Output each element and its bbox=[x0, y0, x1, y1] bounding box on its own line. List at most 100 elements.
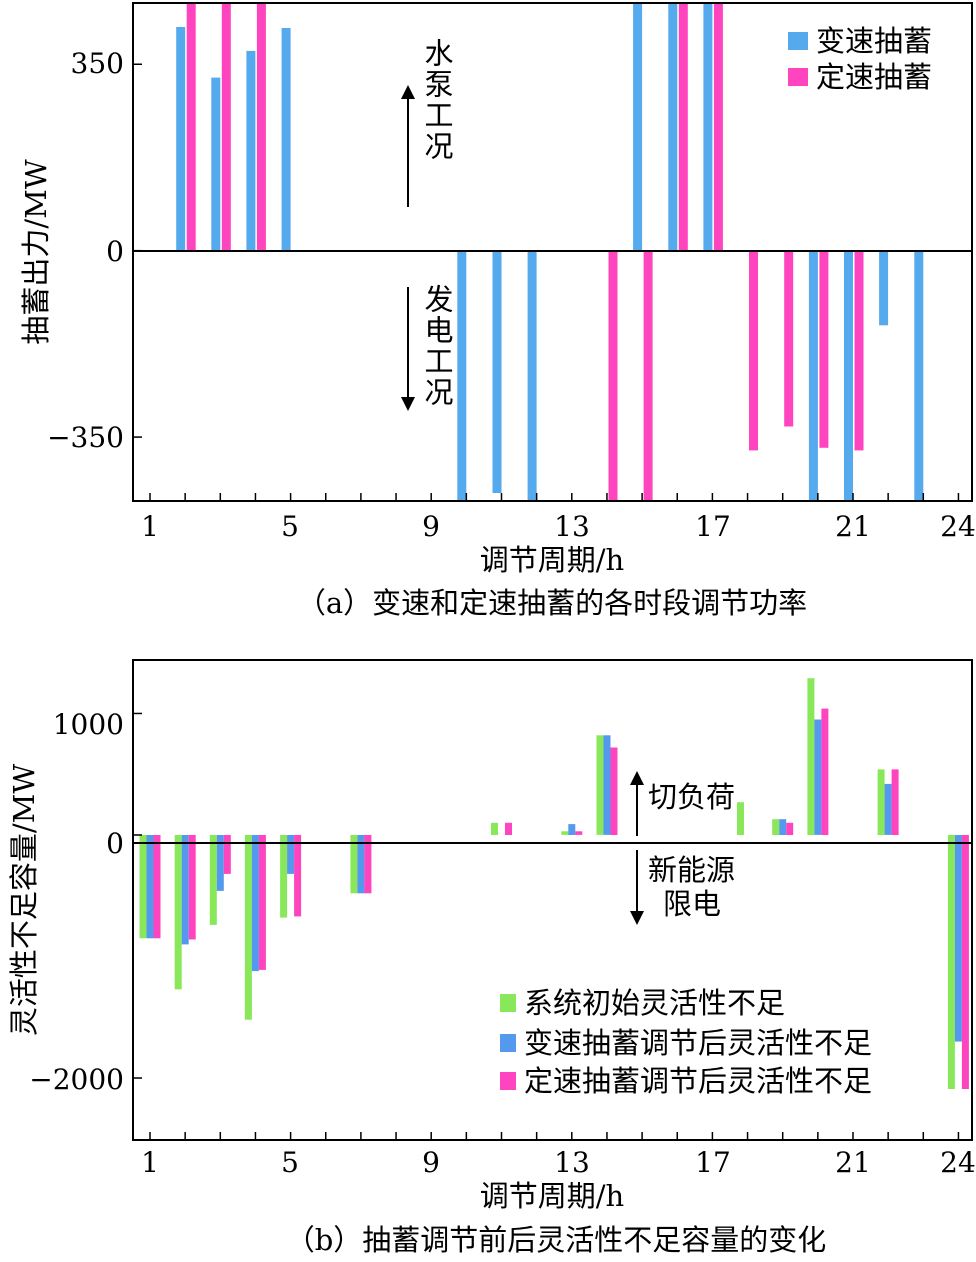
chart-b-bar bbox=[961, 835, 969, 1089]
chart-a-ticks bbox=[133, 63, 960, 501]
chart-a-bar bbox=[784, 250, 794, 427]
chart-a-bar bbox=[633, 3, 643, 251]
chart-b-x-axis-title: 调节周期/h bbox=[480, 1179, 624, 1213]
chart-a-legend-swatch bbox=[788, 68, 808, 86]
chart-b-x-tick-label: 5 bbox=[281, 1146, 299, 1179]
chart-b-y-tick-label: −2000 bbox=[29, 1063, 124, 1096]
chart-a-bar bbox=[608, 250, 618, 501]
chart-b-caption: （b）抽蓄调节前后灵活性不足容量的变化 bbox=[286, 1223, 827, 1257]
chart-a-x-tick-label: 5 bbox=[281, 510, 299, 543]
chart-b-bar bbox=[258, 835, 266, 970]
chart-b-bar bbox=[209, 835, 217, 925]
chart-b-bar bbox=[891, 769, 899, 835]
chart-a-bar bbox=[844, 250, 853, 501]
chart-b-y-tick-label: 0 bbox=[106, 827, 124, 860]
chart-b-plot-frame bbox=[132, 659, 973, 1141]
chart-b-ticks bbox=[133, 712, 960, 1140]
chart-a-bar bbox=[749, 250, 758, 451]
chart-b-bar bbox=[251, 835, 259, 972]
chart-b-bar bbox=[153, 835, 161, 939]
chart-a-x-tick-label: 1 bbox=[141, 510, 159, 543]
chart-b-legend-swatch bbox=[500, 1072, 516, 1090]
chart-b-y-axis-title: 灵活性不足容量/MW bbox=[7, 764, 41, 1036]
chart-b-legend: 系统初始灵活性不足 变速抽蓄调节后灵活性不足 定速抽蓄调节后灵活性不足 bbox=[500, 986, 872, 1098]
chart-b-legend-label: 定速抽蓄调节后灵活性不足 bbox=[524, 1064, 872, 1098]
chart-a-bar bbox=[492, 250, 502, 493]
chart-a-bar bbox=[186, 3, 196, 251]
chart-b-bar bbox=[821, 708, 829, 835]
chart-a-bar bbox=[176, 27, 186, 251]
chart-b-x-tick-label: 21 bbox=[835, 1146, 871, 1179]
chart-b-x-tick-label: 9 bbox=[422, 1146, 440, 1179]
chart-b-bar bbox=[181, 835, 189, 945]
chart-a-legend-label: 变速抽蓄 bbox=[816, 24, 932, 58]
chart-b-bar bbox=[779, 819, 787, 835]
chart-a-legend-swatch bbox=[788, 32, 808, 50]
chart-b-legend-label: 系统初始灵活性不足 bbox=[524, 986, 785, 1020]
chart-a-caption: （a）变速和定速抽蓄的各时段调节功率 bbox=[297, 586, 807, 620]
chart-b-bar bbox=[223, 835, 231, 874]
chart-a-y-tick-label: −350 bbox=[47, 421, 124, 454]
chart-a-bars bbox=[176, 3, 924, 501]
chart-b-bar bbox=[596, 735, 604, 835]
chart-a: 350 0 −350 1 5 9 13 17 21 24 调节周期/h 抽蓄出力… bbox=[19, 2, 976, 620]
chart-a-generate-label: 发电工况 bbox=[420, 284, 454, 408]
chart-b-legend-label: 变速抽蓄调节后灵活性不足 bbox=[524, 1026, 872, 1060]
chart-a-x-tick-label: 9 bbox=[422, 510, 440, 543]
chart-b-bar bbox=[772, 819, 780, 835]
chart-b-bar bbox=[947, 835, 955, 1089]
chart-b-curtail-label: 限电 bbox=[663, 887, 721, 921]
chart-a-bar bbox=[713, 3, 723, 251]
chart-a-bar bbox=[527, 250, 537, 501]
chart-b-bar bbox=[807, 678, 815, 835]
chart-a-bar bbox=[703, 3, 713, 251]
chart-a-bar bbox=[819, 250, 829, 448]
chart-a-bar bbox=[281, 28, 291, 251]
chart-a-x-tick-label: 13 bbox=[554, 510, 590, 543]
chart-b-bar bbox=[954, 835, 962, 1042]
chart-a-bar bbox=[256, 3, 266, 251]
chart-b-bar bbox=[174, 835, 182, 990]
chart-b-x-tick-label: 13 bbox=[554, 1146, 590, 1179]
chart-b-bar bbox=[884, 783, 892, 835]
chart-b-y-tick-label: 1000 bbox=[53, 708, 124, 741]
chart-a-bar bbox=[879, 250, 889, 326]
chart-a-bar bbox=[643, 250, 653, 501]
chart-a-legend: 变速抽蓄 定速抽蓄 bbox=[788, 24, 932, 94]
chart-b-bar bbox=[216, 835, 224, 891]
chart-a-bar bbox=[914, 250, 924, 501]
chart-b-bar bbox=[287, 835, 295, 874]
chart-a-legend-label: 定速抽蓄 bbox=[816, 60, 932, 94]
chart-a-bar bbox=[678, 3, 688, 251]
chart-b-bar bbox=[877, 769, 885, 835]
chart-b-bar bbox=[814, 719, 822, 835]
chart-b-bar bbox=[561, 831, 569, 835]
chart-b-bar bbox=[610, 747, 618, 835]
chart-a-bar bbox=[668, 3, 678, 251]
chart-a-x-tick-label: 24 bbox=[940, 510, 976, 543]
chart-b-x-tick-label: 17 bbox=[695, 1146, 731, 1179]
chart-a-bar bbox=[808, 250, 818, 501]
chart-a-pump-label: 水泵工况 bbox=[420, 38, 454, 162]
chart-b-bar bbox=[575, 831, 583, 835]
chart-a-x-tick-label: 21 bbox=[835, 510, 871, 543]
chart-b-bar bbox=[139, 835, 147, 939]
chart-a-y-tick-label: 350 bbox=[71, 47, 124, 80]
chart-b-load-shed-label: 切负荷 bbox=[648, 780, 735, 814]
chart-b-bar bbox=[188, 835, 196, 940]
chart-b-x-tick-label: 24 bbox=[940, 1146, 976, 1179]
chart-b-bar bbox=[491, 822, 498, 835]
chart-b-bar bbox=[786, 822, 794, 835]
chart-b-bar bbox=[737, 802, 744, 835]
chart-a-bar bbox=[211, 77, 221, 251]
chart-b-bar bbox=[280, 835, 288, 918]
chart-b-legend-swatch bbox=[500, 1034, 516, 1052]
chart-b-bar bbox=[294, 835, 302, 917]
chart-b-bar bbox=[603, 735, 611, 835]
chart-b-bar bbox=[146, 835, 154, 939]
chart-b-bars bbox=[139, 678, 969, 1089]
chart-b-bar bbox=[357, 835, 365, 894]
chart-a-y-tick-label: 0 bbox=[106, 235, 124, 268]
chart-b-bar bbox=[364, 835, 372, 894]
chart-b-legend-swatch bbox=[500, 994, 516, 1012]
